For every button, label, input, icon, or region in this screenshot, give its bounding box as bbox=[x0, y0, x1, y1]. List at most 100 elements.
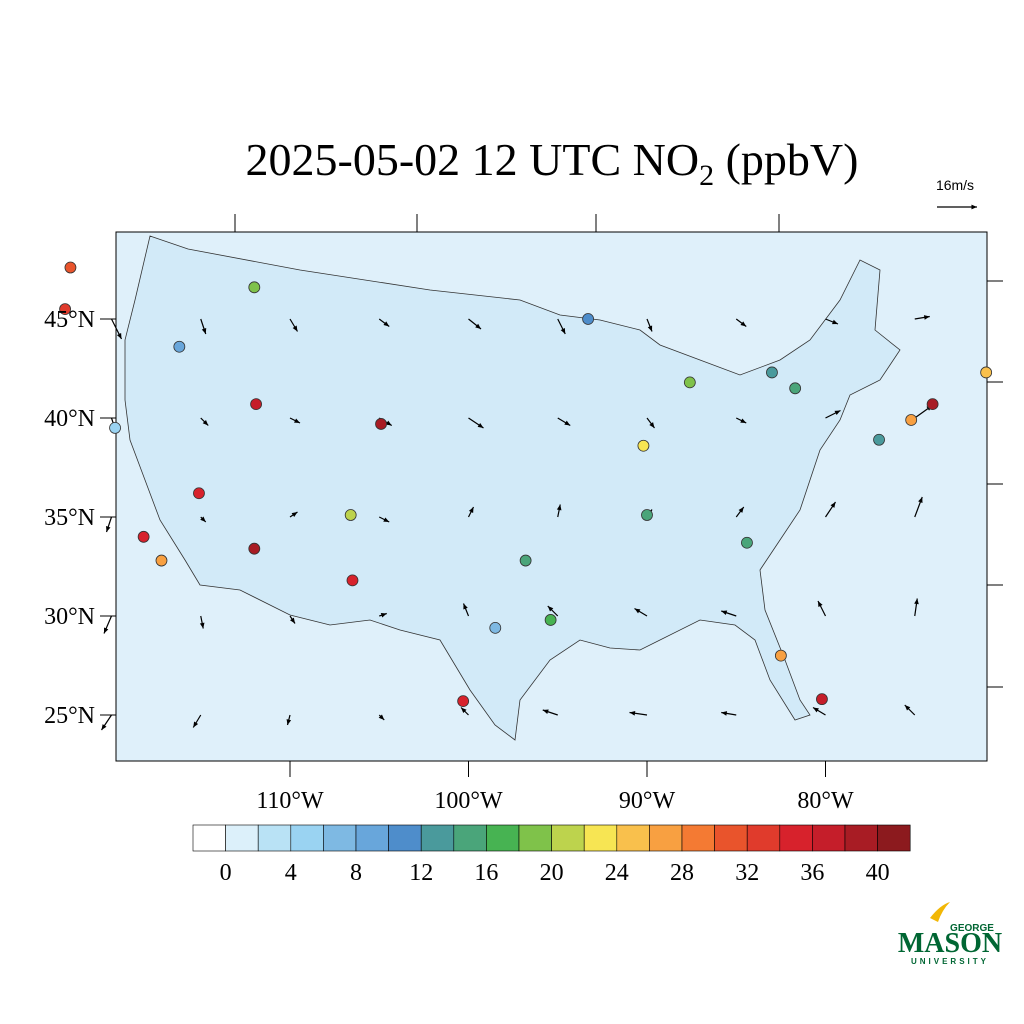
wind-vector bbox=[200, 417, 209, 426]
arrow-head bbox=[385, 420, 392, 426]
arrow-head bbox=[564, 420, 571, 426]
lat-label: 40°N bbox=[44, 406, 95, 432]
logo: GEORGE MASON UNIVERSITY bbox=[898, 902, 1002, 966]
colorbar-label: 32 bbox=[735, 860, 759, 886]
arrow-head bbox=[560, 328, 566, 334]
arrow-head bbox=[740, 418, 747, 423]
colorbar-box bbox=[486, 824, 520, 852]
wind-vector bbox=[460, 707, 469, 716]
arrow-head bbox=[475, 323, 481, 329]
station bbox=[248, 542, 261, 555]
station bbox=[766, 366, 778, 379]
colorbar-label: 8 bbox=[350, 860, 362, 886]
arrow-head bbox=[830, 502, 836, 508]
title-sub: 2 bbox=[699, 159, 714, 192]
arrow-head bbox=[201, 328, 207, 334]
station bbox=[582, 313, 594, 325]
arrow-head bbox=[294, 418, 300, 423]
lon-label: 90°W bbox=[619, 788, 676, 814]
wind-vector bbox=[200, 318, 207, 335]
station bbox=[248, 281, 261, 294]
logo-bottom: UNIVERSITY bbox=[911, 957, 989, 966]
station bbox=[109, 421, 121, 434]
wind-vector bbox=[542, 709, 558, 716]
lat-label: 35°N bbox=[44, 505, 95, 531]
wind-vector bbox=[721, 711, 737, 716]
colorbar-box bbox=[844, 824, 878, 852]
wind-vector bbox=[735, 417, 747, 424]
colorbar-box bbox=[779, 824, 813, 852]
colorbar-box bbox=[225, 824, 259, 852]
arrow-head bbox=[818, 601, 823, 607]
station bbox=[683, 376, 696, 389]
us-outline bbox=[124, 235, 901, 741]
colorbar-label: 36 bbox=[800, 860, 824, 886]
title-tail: (ppbV) bbox=[714, 134, 858, 185]
wind-vector bbox=[557, 417, 571, 427]
arrow-head bbox=[721, 610, 728, 615]
wind-vector bbox=[192, 714, 202, 728]
arrow-head bbox=[629, 710, 636, 716]
wind-vector bbox=[467, 506, 475, 518]
wind-vector bbox=[110, 318, 123, 340]
wind-vector bbox=[289, 417, 301, 424]
station bbox=[489, 621, 502, 634]
station bbox=[173, 340, 186, 353]
arrow-head bbox=[193, 721, 199, 728]
station bbox=[816, 693, 828, 706]
station bbox=[873, 433, 885, 446]
arrow-head bbox=[116, 333, 122, 339]
arrow-head bbox=[834, 410, 841, 416]
colorbar-label: 40 bbox=[866, 860, 890, 886]
arrow-head bbox=[914, 598, 919, 605]
arrow-head bbox=[649, 422, 655, 428]
arrow-head bbox=[647, 325, 653, 332]
arrow-head bbox=[202, 419, 209, 426]
arrow-head bbox=[832, 319, 838, 325]
station bbox=[774, 649, 787, 662]
wind-vector bbox=[646, 417, 655, 429]
station bbox=[641, 509, 653, 521]
colorbar-box bbox=[583, 824, 618, 852]
wind-vector bbox=[634, 607, 648, 617]
wind-vector bbox=[105, 516, 113, 533]
colorbar: 0 4 8 12 16 20 24 28 32 36 40 bbox=[192, 824, 911, 886]
colorbar-label: 28 bbox=[670, 860, 694, 886]
arrow-head bbox=[106, 526, 111, 532]
lon-label: 100°W bbox=[434, 788, 503, 814]
wind-vector bbox=[735, 506, 745, 518]
wind-vector bbox=[914, 598, 919, 617]
lon-label: 80°W bbox=[797, 788, 854, 814]
wind-vector bbox=[904, 704, 916, 716]
colorbar-label: 16 bbox=[474, 860, 498, 886]
colorbar-box bbox=[323, 824, 357, 852]
colorbar-box bbox=[355, 824, 389, 852]
wind-vector bbox=[735, 318, 747, 327]
wind-vector bbox=[379, 612, 387, 618]
arrow-head bbox=[291, 512, 298, 518]
wind-vector bbox=[557, 318, 566, 335]
arrow-head bbox=[971, 204, 977, 210]
lat-label: 30°N bbox=[44, 604, 95, 630]
arrow-head bbox=[463, 603, 468, 610]
colorbar-label: 0 bbox=[220, 860, 232, 886]
station bbox=[741, 536, 753, 549]
station bbox=[346, 574, 359, 587]
wind-vector bbox=[378, 714, 385, 721]
arrow-head bbox=[634, 608, 641, 614]
arrow-head bbox=[199, 622, 205, 629]
colorbar-box bbox=[388, 824, 422, 852]
colorbar-box bbox=[616, 824, 650, 852]
arrow-head bbox=[918, 497, 923, 503]
logo-flame bbox=[930, 902, 950, 922]
station bbox=[637, 439, 650, 452]
title-main: 2025-05-02 12 UTC NO bbox=[246, 134, 700, 185]
arrow-head bbox=[461, 707, 467, 714]
arrow-head bbox=[383, 517, 390, 522]
station bbox=[375, 418, 387, 430]
colorbar-label: 4 bbox=[285, 860, 297, 886]
station bbox=[457, 695, 470, 708]
arrow-head bbox=[542, 709, 549, 714]
station bbox=[155, 554, 168, 567]
